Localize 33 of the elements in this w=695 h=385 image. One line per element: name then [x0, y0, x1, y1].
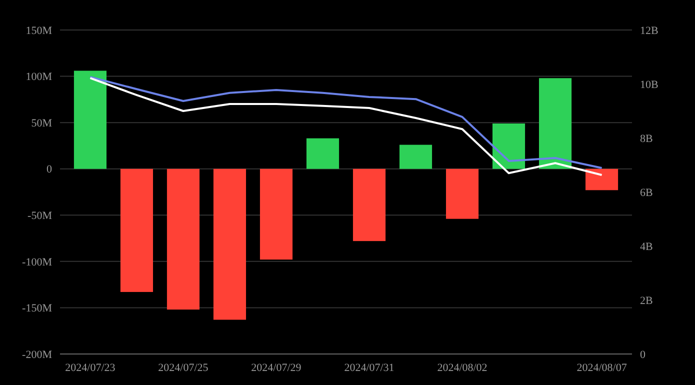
y2-tick-label: 10B	[640, 78, 658, 91]
y2-tick-label: 12B	[640, 24, 658, 37]
bar	[399, 144, 432, 169]
bar	[538, 78, 572, 169]
y-tick-label: -100M	[22, 256, 52, 268]
y-tick-label: -50M	[28, 210, 52, 222]
bar	[74, 70, 107, 169]
y2-tick-label: 2B	[640, 294, 653, 307]
bar	[213, 168, 246, 320]
y2-tick-label: 0	[640, 348, 646, 361]
bar	[492, 123, 526, 169]
y2-tick-label: 4B	[640, 240, 653, 253]
bar	[260, 168, 293, 260]
y-tick-label: 0	[46, 164, 52, 176]
x-tick-label: 2024/08/07	[576, 362, 628, 374]
bar	[352, 168, 386, 242]
x-tick-label: 2024/08/02	[437, 362, 488, 374]
y2-tick-label: 6B	[640, 186, 653, 199]
x-tick-label: 2024/07/31	[344, 362, 394, 374]
bar	[120, 168, 154, 292]
bar	[166, 168, 200, 310]
bar	[306, 138, 340, 169]
bar	[585, 168, 618, 190]
bar	[446, 168, 479, 219]
y-tick-label: 150M	[26, 24, 52, 37]
x-tick-label: 2024/07/29	[251, 362, 302, 374]
x-tick-label: 2024/07/23	[65, 362, 116, 374]
y-tick-label: -150M	[22, 302, 52, 315]
y2-tick-label: 8B	[640, 132, 653, 145]
y-tick-label: 50M	[31, 117, 52, 130]
y-tick-label: 100M	[26, 71, 52, 84]
y-tick-label: -200M	[22, 348, 52, 361]
x-tick-label: 2024/07/25	[158, 362, 209, 374]
